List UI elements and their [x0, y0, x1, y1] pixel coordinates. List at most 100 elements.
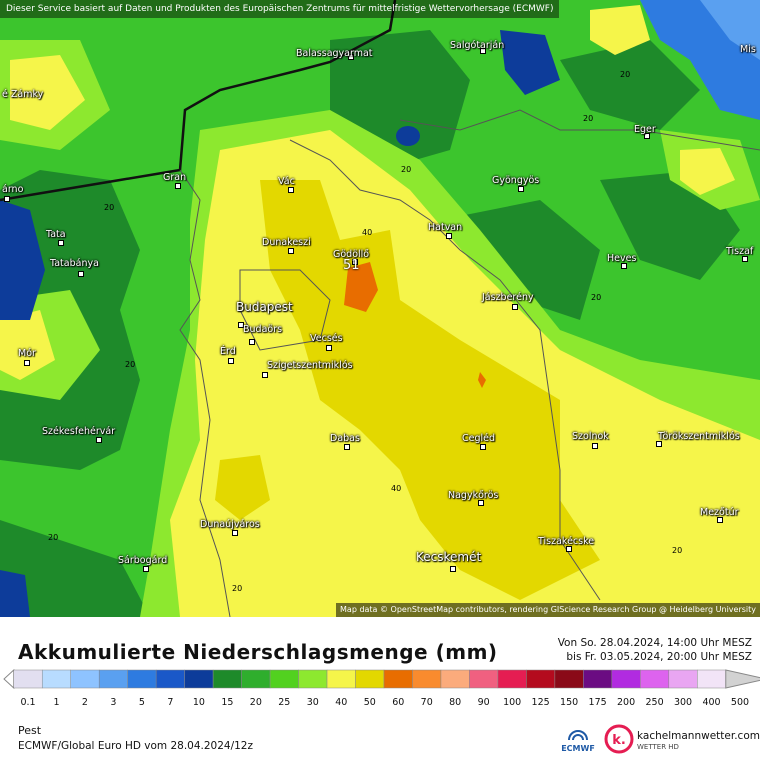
- scale-swatch: [526, 669, 556, 689]
- city-label-capital[interactable]: Budapest: [236, 300, 293, 314]
- city-label[interactable]: Tatabánya: [50, 258, 99, 269]
- city-label[interactable]: Balassagyarmat: [296, 48, 373, 59]
- city-label[interactable]: Mór: [18, 348, 36, 359]
- scale-tick-label: 2: [81, 697, 88, 708]
- scale-tick-label: 500: [730, 697, 750, 708]
- scale-swatch: [212, 669, 242, 689]
- city-marker: [238, 322, 244, 328]
- scale-swatch: [13, 669, 43, 689]
- scale-swatch: [611, 669, 641, 689]
- contour-label: 40: [362, 228, 373, 237]
- max-value-label: 51: [343, 258, 360, 273]
- contour-label: 20: [620, 70, 631, 79]
- city-label[interactable]: Gyöngyös: [492, 175, 540, 186]
- city-marker: [478, 500, 484, 506]
- scale-tick-label: 1: [53, 697, 60, 708]
- city-label[interactable]: Szolnok: [572, 431, 609, 442]
- city-marker: [96, 437, 102, 443]
- city-label[interactable]: Heves: [607, 253, 637, 264]
- scale-tick-label: 400: [702, 697, 721, 708]
- scale-tick-label: 7: [167, 697, 174, 708]
- city-label[interactable]: Tiszakécske: [538, 536, 595, 547]
- scale-swatch: [554, 669, 584, 689]
- contour-label: 20: [672, 546, 683, 555]
- city-label[interactable]: Törökszentmiklós: [658, 431, 740, 442]
- city-marker: [644, 133, 650, 139]
- ecmwf-logo[interactable]: ECMWF: [560, 728, 596, 753]
- city-label[interactable]: Vecsés: [310, 333, 343, 344]
- ecmwf-notice: Dieser Service basiert auf Daten und Pro…: [0, 0, 560, 18]
- contour-label: 20: [125, 360, 136, 369]
- scale-swatch: [241, 669, 271, 689]
- city-label[interactable]: Mezőtúr: [700, 507, 739, 518]
- scale-tick-label: 80: [449, 697, 462, 708]
- city-label[interactable]: Nagykőrös: [448, 490, 499, 501]
- city-marker: [175, 183, 181, 189]
- city-label[interactable]: é Zámky: [2, 89, 44, 100]
- scale-tick-label: 175: [588, 697, 607, 708]
- precipitation-map[interactable]: Dieser Service basiert auf Daten und Pro…: [0, 0, 760, 617]
- city-label[interactable]: Tiszaf: [726, 246, 754, 257]
- scale-arrow-left: [3, 669, 15, 689]
- city-label[interactable]: Érd: [220, 346, 236, 357]
- scale-tick-label: 70: [420, 697, 433, 708]
- city-label[interactable]: árno: [2, 184, 24, 195]
- city-label[interactable]: Budaörs: [243, 324, 283, 335]
- city-marker: [352, 259, 358, 265]
- city-marker: [143, 566, 149, 572]
- city-marker: [592, 443, 598, 449]
- city-label[interactable]: Tata: [46, 229, 66, 240]
- city-label[interactable]: Cegléd: [462, 433, 496, 444]
- city-label[interactable]: Sárbogárd: [118, 555, 168, 566]
- city-marker: [58, 240, 64, 246]
- city-marker: [262, 372, 268, 378]
- map-fields: [0, 0, 760, 617]
- city-label[interactable]: Dabas: [330, 433, 360, 444]
- kachelmann-site-name[interactable]: kachelmannwetter.com: [637, 730, 760, 742]
- city-marker: [228, 358, 234, 364]
- scale-tick-label: 20: [249, 697, 262, 708]
- scale-tick-label: 300: [673, 697, 693, 708]
- city-label[interactable]: Gran: [163, 172, 187, 183]
- city-marker: [4, 196, 10, 202]
- city-marker: [232, 530, 238, 536]
- city-label[interactable]: Dunakeszi: [262, 237, 311, 248]
- city-label[interactable]: Eger: [634, 124, 656, 135]
- city-marker: [326, 345, 332, 351]
- city-label[interactable]: Gödöllő: [333, 249, 370, 260]
- city-marker: [450, 566, 456, 572]
- city-marker: [566, 546, 572, 552]
- city-marker: [480, 48, 486, 54]
- contour-label: 20: [232, 584, 243, 593]
- city-label[interactable]: Szigetszentmiklós: [267, 360, 353, 371]
- contour-label: 20: [104, 203, 115, 212]
- scale-tick-label: 90: [477, 697, 490, 708]
- city-marker: [512, 304, 518, 310]
- scale-swatch: [440, 669, 470, 689]
- city-label[interactable]: Hatvan: [428, 222, 463, 233]
- scale-swatch: [497, 669, 527, 689]
- city-label[interactable]: Vác: [278, 176, 295, 187]
- city-label[interactable]: Székesfehérvár: [42, 426, 116, 437]
- ecmwf-logo-text: ECMWF: [561, 744, 595, 753]
- kachelmann-tagline: WETTER HD: [637, 743, 679, 751]
- city-marker: [344, 444, 350, 450]
- color-scale-bar: [3, 669, 760, 689]
- contour-label: 20: [591, 293, 602, 302]
- kachelmann-logo-icon[interactable]: k.: [604, 724, 634, 754]
- map-attribution[interactable]: Map data © OpenStreetMap contributors, r…: [336, 603, 760, 617]
- city-marker: [24, 360, 30, 366]
- city-marker: [249, 339, 255, 345]
- city-label[interactable]: Jászberény: [482, 292, 534, 303]
- scale-swatch: [668, 669, 698, 689]
- city-label-large[interactable]: Kecskemét: [416, 550, 482, 564]
- scale-tick-label: 3: [110, 697, 117, 708]
- scale-tick-label: 10: [192, 697, 205, 708]
- scale-tick-label: 100: [503, 697, 522, 708]
- city-label[interactable]: Dunaújváros: [200, 519, 260, 530]
- city-label[interactable]: Salgótarján: [450, 40, 505, 51]
- contour-label: 20: [401, 165, 412, 174]
- scale-swatch: [155, 669, 185, 689]
- city-label[interactable]: Mis: [740, 44, 756, 55]
- ecmwf-logo-icon: [568, 730, 588, 741]
